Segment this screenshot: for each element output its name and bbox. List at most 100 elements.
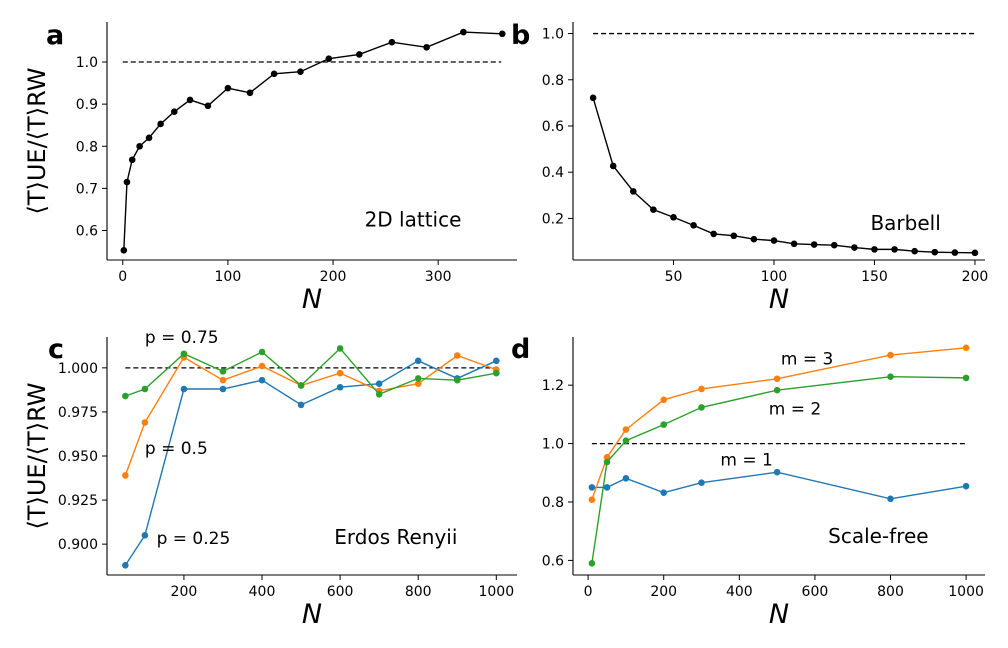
panel-b: 50 100 150 200 0.2 0.4 0.6 0.8 1.0 Barbell Nb <box>511 20 988 315</box>
data-point <box>773 375 781 383</box>
data-point <box>670 213 677 221</box>
panel-letter: a <box>46 20 64 51</box>
panel-a: 0 100 200 300 0.6 0.7 0.8 0.9 1.0 2D lattice N ⟨T⟩U… <box>23 20 517 315</box>
data-point <box>375 380 383 388</box>
y-tick-label: 0.900 <box>58 537 98 553</box>
data-point <box>851 244 858 251</box>
data-point <box>588 484 596 491</box>
data-point <box>698 404 705 411</box>
x-tick-label: 800 <box>405 584 432 600</box>
data-point <box>145 134 153 142</box>
series-1 <box>588 344 970 503</box>
data-point <box>962 344 970 352</box>
data-point <box>622 426 630 433</box>
data-point <box>157 120 164 128</box>
data-point <box>170 108 178 116</box>
data-point <box>911 247 918 255</box>
x-tick-label: 0 <box>118 269 127 285</box>
series-line <box>591 471 967 500</box>
series-0 <box>120 28 506 254</box>
x-tick-label: 0 <box>584 584 593 600</box>
data-point <box>710 230 717 238</box>
data-point <box>790 240 798 248</box>
data-point <box>336 369 344 377</box>
data-point <box>698 479 705 487</box>
annotation-label: m = 3 <box>781 350 833 370</box>
data-point <box>962 482 970 490</box>
data-point <box>871 246 878 253</box>
data-point <box>258 376 266 384</box>
data-point <box>588 496 596 503</box>
series-line <box>591 376 967 564</box>
data-point <box>770 237 778 244</box>
x-tick-label: 200 <box>171 584 198 600</box>
data-point <box>204 102 212 110</box>
annotation-label: Erdos Renyii <box>334 525 457 549</box>
data-point <box>141 532 149 539</box>
y-tick-label: 0.4 <box>542 165 564 181</box>
data-point <box>810 241 818 248</box>
data-point <box>141 419 149 426</box>
data-point <box>603 458 611 466</box>
annotation-label: m = 2 <box>769 399 821 419</box>
y-tick-label: 0.6 <box>542 119 564 135</box>
y-tick-label: 0.975 <box>58 405 98 421</box>
data-point <box>297 68 304 76</box>
data-point <box>219 376 227 384</box>
data-point <box>258 348 266 356</box>
annotation-label: p = 0.5 <box>145 439 208 459</box>
data-point <box>971 249 979 257</box>
data-point <box>887 351 894 359</box>
y-tick-label: 0.8 <box>76 139 98 155</box>
data-point <box>123 178 131 186</box>
data-point <box>589 94 597 102</box>
x-axis-label: N <box>302 599 322 630</box>
series-2 <box>588 373 970 567</box>
panel-letter: b <box>511 20 530 51</box>
y-tick-label: 0.925 <box>58 493 98 509</box>
data-point <box>650 206 657 213</box>
data-point <box>356 51 363 58</box>
data-point <box>498 30 506 38</box>
data-point <box>493 369 500 377</box>
data-point <box>622 475 630 482</box>
data-point <box>180 350 188 358</box>
data-point <box>887 373 894 381</box>
data-point <box>423 43 430 51</box>
x-axis-label: N <box>769 599 789 630</box>
x-tick-label: 200 <box>962 269 989 285</box>
data-point <box>931 248 939 256</box>
y-tick-label: 1.0 <box>76 55 98 71</box>
y-tick-label: 0.2 <box>542 211 564 227</box>
data-point <box>460 28 467 36</box>
y-axis-label: ⟨T⟩UE/⟨T⟩RW <box>23 382 51 529</box>
data-point <box>258 362 266 370</box>
data-point <box>830 241 838 249</box>
annotation-label: m = 1 <box>720 450 772 470</box>
data-point <box>730 232 738 240</box>
annotation-label: p = 0.75 <box>145 328 219 348</box>
x-axis-label: N <box>769 284 789 315</box>
y-tick-label: 0.6 <box>542 553 564 569</box>
series-line <box>591 347 967 500</box>
data-point <box>122 472 129 479</box>
data-point <box>270 70 278 78</box>
data-point <box>224 84 232 92</box>
series-2 <box>122 345 500 400</box>
data-point <box>136 142 143 150</box>
data-point <box>128 156 136 164</box>
x-tick-label: 400 <box>726 584 753 600</box>
data-point <box>325 55 333 62</box>
x-tick-label: 200 <box>320 269 347 285</box>
annotation-label: Barbell <box>870 211 940 235</box>
x-tick-label: 1000 <box>948 584 984 600</box>
panel-letter: c <box>48 334 64 365</box>
x-tick-label: 50 <box>665 269 683 285</box>
y-tick-label: 0.8 <box>542 73 564 89</box>
y-tick-label: 0.950 <box>58 449 98 465</box>
annotation-label: Scale-free <box>828 524 928 548</box>
y-tick-label: 1.000 <box>58 361 98 377</box>
data-point <box>690 222 697 229</box>
data-point <box>660 396 668 404</box>
data-point <box>660 489 668 496</box>
